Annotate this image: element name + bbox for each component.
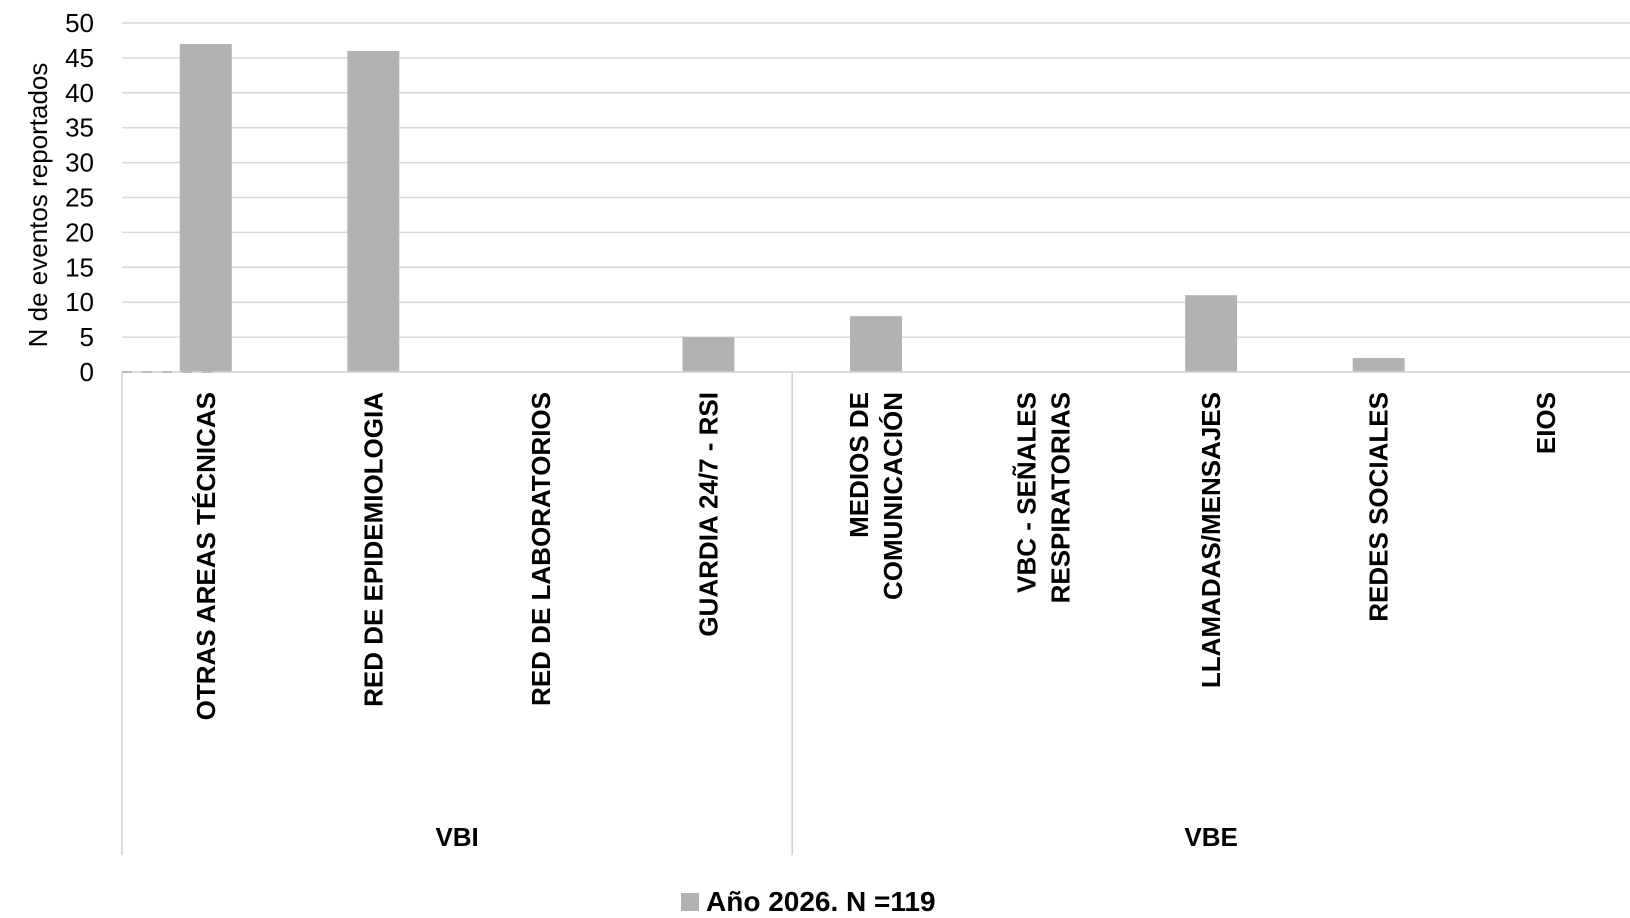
bar: [682, 337, 735, 372]
y-tick-label: 0: [80, 357, 94, 387]
axes: [121, 371, 1630, 855]
y-tick-label: 5: [80, 322, 94, 352]
category-label-line: RESPIRATORIAS: [1046, 392, 1076, 603]
y-tick-label: 25: [65, 183, 94, 213]
bar: [347, 50, 400, 373]
bars: [179, 43, 1405, 373]
legend-swatch: [681, 893, 699, 911]
y-tick-label: 15: [65, 252, 94, 282]
category-label: GUARDIA 24/7 - RSI: [693, 392, 723, 637]
category-label-line: EIOS: [1531, 392, 1561, 454]
category-label-line: LLAMADAS/MENSAJES: [1196, 392, 1226, 688]
y-tick-label: 20: [65, 217, 94, 247]
bar: [850, 316, 902, 372]
y-tick-label: 40: [65, 78, 94, 108]
legend: Año 2026. N =119: [681, 886, 936, 917]
category-label-line: REDES SOCIALES: [1364, 392, 1394, 622]
group-label: VBI: [435, 822, 478, 852]
y-tick-label: 35: [65, 113, 94, 143]
y-tick-label: 30: [65, 148, 94, 178]
y-tick-label: 50: [65, 8, 94, 38]
group-labels: VBI VBE: [435, 822, 1237, 852]
category-label-line: GUARDIA 24/7 - RSI: [693, 392, 723, 637]
category-label-line: OTRAS AREAS TÉCNICAS: [191, 392, 221, 720]
legend-label: Año 2026. N =119: [706, 886, 936, 917]
category-label: RED DE EPIDEMIOLOGIA: [358, 392, 388, 707]
category-label: LLAMADAS/MENSAJES: [1196, 392, 1226, 688]
category-label-line: COMUNICACIÓN: [878, 392, 908, 600]
category-label-line: RED DE EPIDEMIOLOGIA: [358, 392, 388, 707]
y-tick-labels: 0 5 10 15 20 25 30 35 40 45 50: [65, 8, 94, 387]
category-label-line: RED DE LABORATORIOS: [526, 392, 556, 706]
category-labels: OTRAS AREAS TÉCNICAS RED DE EPIDEMIOLOGIA…: [191, 392, 1561, 721]
category-label: REDES SOCIALES: [1364, 392, 1394, 622]
category-label: OTRAS AREAS TÉCNICAS: [191, 392, 221, 720]
category-label: RED DE LABORATORIOS: [526, 392, 556, 706]
category-label: EIOS: [1531, 392, 1561, 454]
bar: [1185, 295, 1238, 372]
group-label: VBE: [1184, 822, 1237, 852]
bar: [179, 43, 232, 372]
y-axis-label: N de eventos reportados: [23, 63, 53, 348]
y-tick-label: 10: [65, 287, 94, 317]
category-label: VBC - SEÑALES RESPIRATORIAS: [1012, 392, 1076, 603]
y-tick-label: 45: [65, 43, 94, 73]
category-label: MEDIOS DE COMUNICACIÓN: [844, 392, 908, 600]
category-label-line: VBC - SEÑALES: [1012, 392, 1042, 593]
bar: [1352, 358, 1405, 372]
category-label-line: MEDIOS DE: [844, 392, 874, 538]
